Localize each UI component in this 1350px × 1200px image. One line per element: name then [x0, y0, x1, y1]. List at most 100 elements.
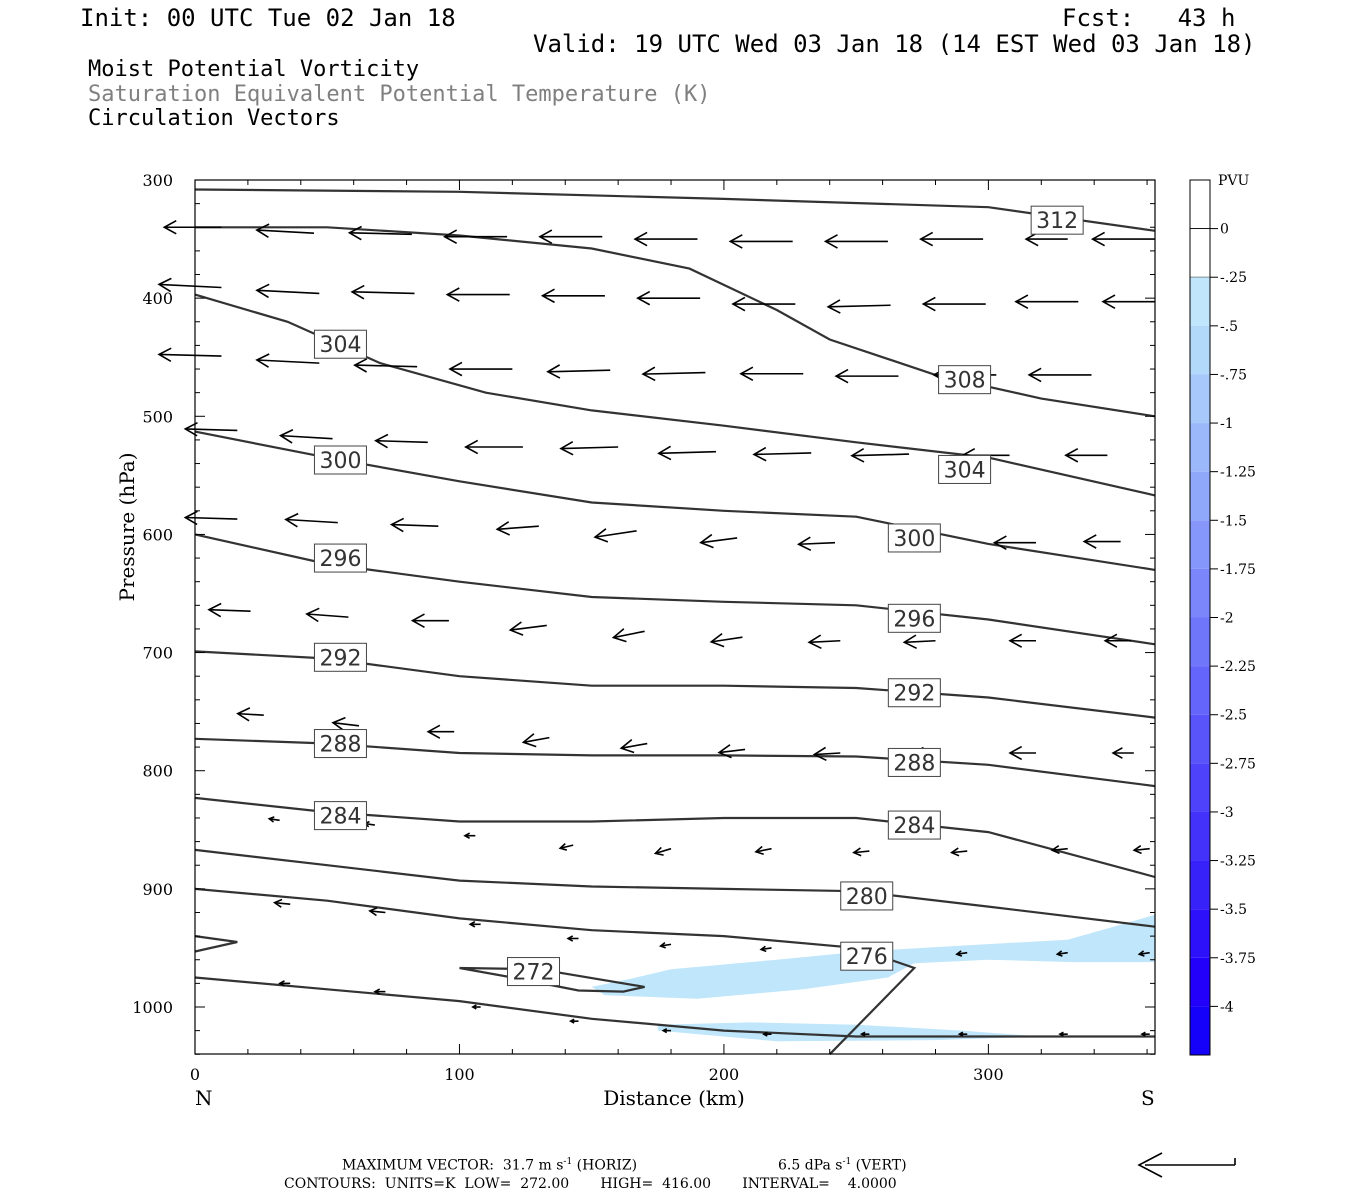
- circulation-vector: [546, 364, 611, 379]
- circulation-vector: [495, 521, 539, 536]
- contour-label: 284: [313, 801, 367, 831]
- circulation-vector: [426, 724, 455, 739]
- colorbar: PVU 0 -.25 -.5 -.75 -1 -1.25 -1.5 -1.75 -2 -2.25 -2…: [1189, 173, 1256, 1056]
- circulation-vector: [1027, 367, 1092, 383]
- circulation-vector: [619, 739, 648, 754]
- circulation-vector: [823, 234, 888, 249]
- svg-text:304: 304: [944, 458, 986, 483]
- svg-text:280: 280: [846, 885, 888, 910]
- circulation-vector-layer: [157, 219, 1155, 1037]
- circulation-vector: [445, 287, 510, 302]
- colorbar-label: -1.25: [1220, 465, 1256, 481]
- circulation-vector: [593, 528, 637, 543]
- max-vector-horiz-value: MAXIMUM VECTOR: 31.7 m s: [342, 1157, 564, 1174]
- circulation-vector: [762, 1031, 772, 1037]
- colorbar-bin: [1190, 277, 1210, 326]
- colorbar-label: -.5: [1220, 319, 1238, 335]
- valid-time: Valid: 19 UTC Wed 03 Jan 18 (14 EST Wed …: [533, 30, 1256, 58]
- x-tick-label: 200: [709, 1065, 740, 1084]
- circulation-vector: [538, 229, 603, 245]
- circulation-vector: [852, 847, 870, 857]
- colorbar-bin: [1190, 471, 1210, 521]
- colorbar-bin: [1190, 1006, 1210, 1055]
- y-axis-label: Pressure (hPa): [115, 453, 139, 602]
- forecast-hour: Fcst: 43 h: [1062, 4, 1236, 32]
- colorbar-label: -3.25: [1220, 854, 1256, 870]
- circulation-vector: [272, 898, 291, 908]
- colorbar-bin: [1190, 714, 1210, 764]
- circulation-vector: [1140, 1031, 1150, 1037]
- y-tick-label: 800: [142, 762, 173, 781]
- colorbar-bin: [1190, 666, 1210, 715]
- circulation-vector: [305, 607, 349, 623]
- north-label: N: [195, 1086, 213, 1110]
- circulation-vector: [1014, 294, 1079, 309]
- y-tick-label: 400: [142, 289, 173, 308]
- circulation-vector: [834, 368, 899, 384]
- circulation-vector: [207, 602, 251, 618]
- colorbar-bin: [1190, 568, 1210, 618]
- circulation-vector: [284, 512, 338, 528]
- circulation-vector: [464, 439, 523, 455]
- colorbar-label: -.75: [1220, 367, 1247, 383]
- y-tick-label: 700: [142, 644, 173, 663]
- circulation-vector: [1101, 294, 1155, 309]
- colorbar-label: -3.5: [1220, 902, 1247, 918]
- circulation-vector: [1008, 633, 1036, 648]
- circulation-vector: [162, 219, 222, 235]
- colorbar-bin: [1190, 811, 1210, 861]
- circulation-vector: [410, 613, 449, 628]
- circulation-vector: [278, 980, 291, 987]
- colorbar-bin: [1190, 763, 1210, 812]
- circulation-vector: [812, 746, 841, 762]
- circulation-vector: [521, 733, 550, 748]
- circulation-vector: [1064, 447, 1108, 463]
- contour-label: 300: [887, 523, 941, 553]
- circulation-vector: [508, 621, 547, 636]
- circulation-vector: [278, 429, 333, 444]
- circulation-vector: [558, 843, 574, 851]
- colorbar-label: -3.75: [1220, 951, 1256, 967]
- colorbar-bin: [1190, 423, 1210, 472]
- colorbar-label: -1.5: [1220, 513, 1247, 529]
- unit-exponent-vert: -1: [842, 1157, 852, 1167]
- circulation-vector: [374, 433, 428, 449]
- svg-text:284: 284: [893, 814, 935, 839]
- contour-label: 288: [313, 729, 367, 759]
- circulation-vector: [731, 296, 796, 312]
- y-tick-label: 300: [142, 171, 173, 190]
- colorbar-bin: [1189, 228, 1211, 278]
- svg-text:292: 292: [893, 682, 935, 707]
- circulation-vector: [1090, 231, 1155, 247]
- contour-label: 308: [938, 365, 992, 395]
- theta-contour-extra-12: [194, 935, 238, 953]
- circulation-vector: [611, 628, 645, 643]
- circulation-vector: [859, 1031, 870, 1037]
- circulation-vector: [641, 366, 706, 382]
- svg-text:288: 288: [319, 733, 361, 758]
- circulation-vector: [717, 744, 746, 759]
- colorbar-label: -3: [1220, 805, 1234, 821]
- colorbar-bin: [1190, 520, 1210, 569]
- circulation-vector: [566, 935, 579, 942]
- circulation-vector: [657, 445, 717, 461]
- svg-text:300: 300: [319, 449, 361, 474]
- circulation-vector: [463, 832, 476, 839]
- circulation-vector: [957, 1031, 968, 1037]
- colorbar-label: -2.5: [1220, 708, 1247, 724]
- reference-vector-icon: [1137, 1152, 1236, 1178]
- svg-text:288: 288: [893, 751, 935, 776]
- contour-label: 272: [507, 957, 561, 987]
- circulation-vector: [752, 446, 812, 462]
- svg-text:292: 292: [319, 646, 361, 671]
- svg-text:304: 304: [319, 333, 361, 358]
- colorbar-label: -2.75: [1220, 756, 1256, 772]
- circulation-vector: [448, 361, 513, 377]
- circulation-vector: [368, 907, 386, 917]
- contour-label: 280: [840, 881, 894, 911]
- colorbar-bin: [1190, 374, 1210, 424]
- contour-label: 296: [887, 603, 941, 633]
- circulation-vector: [1111, 747, 1134, 759]
- circulation-vector: [1132, 845, 1150, 855]
- circulation-vector: [540, 288, 605, 304]
